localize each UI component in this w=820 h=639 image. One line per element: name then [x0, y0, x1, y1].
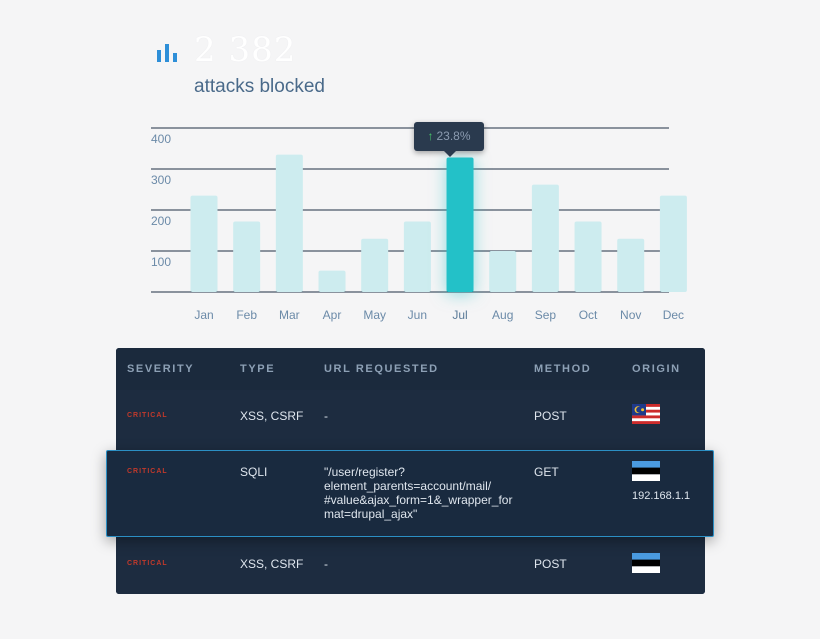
x-tick-label: Nov: [620, 308, 641, 322]
x-tick-label: Jul: [452, 308, 467, 322]
y-tick-label: 200: [151, 214, 171, 228]
bar-chart-icon: [157, 44, 177, 62]
growth-tooltip: ↑ 23.8%: [414, 122, 484, 157]
url-requested: "/user/register? element_parents=account…: [324, 465, 513, 521]
x-tick-label: Dec: [663, 308, 684, 322]
bar-mar[interactable]: [275, 154, 303, 292]
growth-value: 23.8%: [436, 129, 471, 143]
table-header: SEVERITY TYPE URL REQUESTED METHOD ORIGI…: [116, 348, 705, 391]
http-method: POST: [534, 409, 567, 423]
estonia-flag-icon: [632, 461, 660, 481]
bar-apr[interactable]: [318, 270, 346, 292]
x-tick-label: Oct: [579, 308, 598, 322]
header-method[interactable]: METHOD: [534, 363, 592, 375]
bar-sep[interactable]: [531, 184, 559, 292]
x-tick-label: May: [363, 308, 386, 322]
attack-type: XSS, CSRF: [240, 409, 304, 423]
bar-jun[interactable]: [403, 221, 431, 292]
attacks-bar-chart: 100 200 300 400 Jan Feb Mar Apr May Jun Jul Aug Sep O…: [151, 127, 687, 322]
x-tick-label: Feb: [236, 308, 257, 322]
y-tick-label: 300: [151, 173, 171, 187]
estonia-flag-icon: [632, 553, 660, 573]
bar-jul[interactable]: [446, 157, 474, 292]
http-method: GET: [534, 465, 559, 479]
bar-dec[interactable]: [659, 195, 687, 292]
bar-feb[interactable]: [233, 221, 261, 292]
x-tick-label: Sep: [535, 308, 557, 322]
header-type[interactable]: TYPE: [240, 363, 276, 375]
bar-oct[interactable]: [574, 221, 602, 292]
y-tick-label: 100: [151, 255, 171, 269]
bar-jan[interactable]: [190, 195, 218, 292]
http-method: POST: [534, 557, 567, 571]
x-tick-label: Apr: [323, 308, 342, 322]
x-tick-label: Jan: [194, 308, 213, 322]
severity-badge: CRITICAL: [127, 468, 168, 475]
bar-nov[interactable]: [617, 238, 645, 292]
table-row-selected[interactable]: CRITICAL SQLI "/user/register? element_p…: [106, 450, 714, 537]
bar-aug[interactable]: [489, 251, 517, 292]
x-tick-label: Mar: [279, 308, 300, 322]
header-severity[interactable]: SEVERITY: [127, 363, 195, 375]
table-row[interactable]: CRITICAL XSS, CSRF - POST: [116, 390, 705, 450]
table-row[interactable]: CRITICAL XSS, CSRF - POST: [116, 536, 705, 594]
attacks-count: 2 382: [194, 30, 297, 70]
header-origin[interactable]: ORIGIN: [632, 363, 681, 375]
attacks-label: attacks blocked: [194, 76, 325, 97]
attack-type: SQLI: [240, 465, 268, 479]
url-requested: -: [324, 557, 328, 571]
severity-badge: CRITICAL: [127, 412, 168, 419]
url-requested: -: [324, 409, 328, 423]
severity-badge: CRITICAL: [127, 560, 168, 567]
x-tick-label: Aug: [492, 308, 513, 322]
arrow-up-icon: ↑: [427, 129, 434, 143]
bar-may[interactable]: [361, 238, 389, 292]
origin-ip: 192.168.1.1: [632, 490, 691, 502]
malaysia-flag-icon: [632, 404, 660, 424]
x-tick-label: Jun: [408, 308, 427, 322]
y-tick-label: 400: [151, 132, 171, 146]
header-url-requested[interactable]: URL REQUESTED: [324, 363, 439, 375]
attack-type: XSS, CSRF: [240, 557, 304, 571]
